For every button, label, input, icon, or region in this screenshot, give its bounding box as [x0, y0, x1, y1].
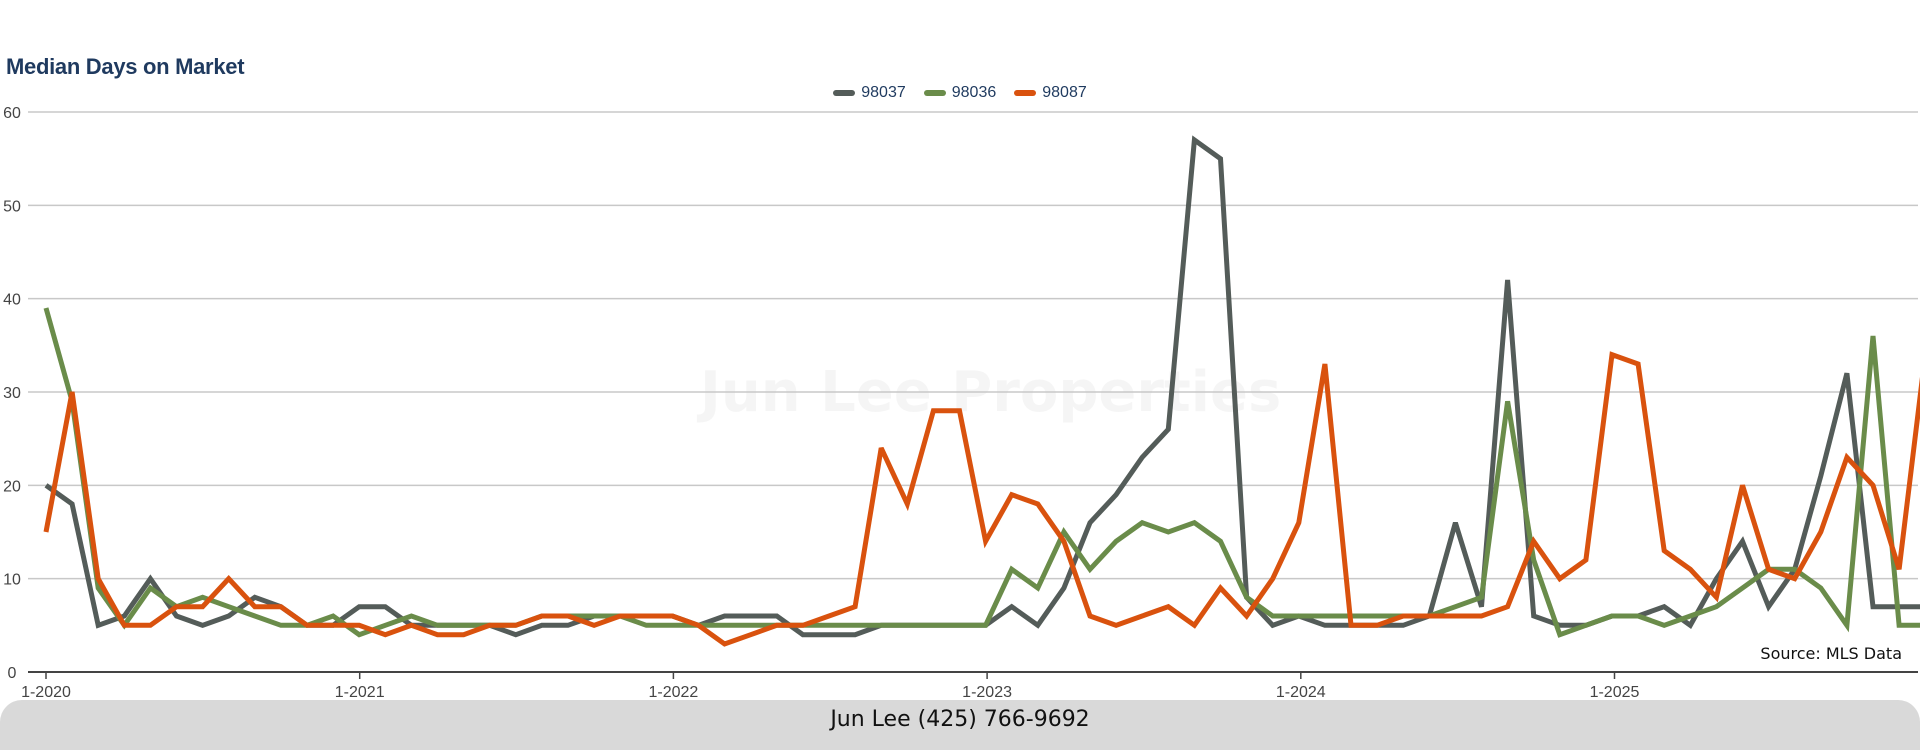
source-note: Source: MLS Data — [1760, 644, 1902, 663]
x-tick-label: 1-2021 — [335, 684, 385, 700]
legend-label-98037: 98037 — [861, 84, 906, 101]
chart-legend: 98037 98036 98087 — [0, 84, 1920, 102]
x-tick-label: 1-2024 — [1276, 684, 1326, 700]
legend-label-98036: 98036 — [951, 84, 997, 101]
y-tick-label: 50 — [3, 198, 21, 215]
x-tick-label: 1-2025 — [1590, 684, 1640, 700]
legend-swatch-98087 — [1014, 90, 1037, 96]
y-tick-label: 10 — [3, 572, 21, 589]
x-tick-label: 1-2023 — [962, 684, 1012, 700]
series-line-98087 — [43, 351, 1920, 647]
x-tick-label: 1-2020 — [21, 684, 71, 700]
legend-label-98087: 98087 — [1042, 84, 1087, 101]
axis-layer: 0 10 20 30 40 50 60 1-2020 1-2021 1-2022 1-2023 1-2… — [3, 105, 1918, 700]
x-tick-label: 1-2022 — [648, 684, 698, 700]
legend-swatch-98037 — [833, 90, 856, 96]
legend-item-98037[interactable]: 98037 — [833, 84, 906, 102]
y-tick-label: 0 — [8, 665, 17, 682]
chart-title: Median Days on Market — [6, 54, 245, 79]
footer-bar — [0, 700, 1920, 750]
series-line-98037 — [44, 135, 1920, 638]
legend-item-98036[interactable]: 98036 — [923, 84, 997, 102]
y-tick-label: 30 — [3, 385, 21, 402]
grid-layer — [28, 111, 1918, 580]
series-layer — [43, 135, 1920, 647]
y-tick-label: 20 — [3, 478, 21, 495]
y-tick-label: 40 — [3, 292, 21, 309]
legend-swatch-98036 — [923, 90, 946, 96]
series-line-98036 — [43, 307, 1920, 638]
y-tick-label: 60 — [3, 105, 21, 122]
footer-contact: Jun Lee (425) 766-9692 — [830, 707, 1090, 732]
legend-item-98087[interactable]: 98087 — [1014, 84, 1087, 102]
chart-plot: 0 10 20 30 40 50 60 1-2020 1-2021 1-2022 1-2023 1-2… — [3, 105, 1920, 700]
